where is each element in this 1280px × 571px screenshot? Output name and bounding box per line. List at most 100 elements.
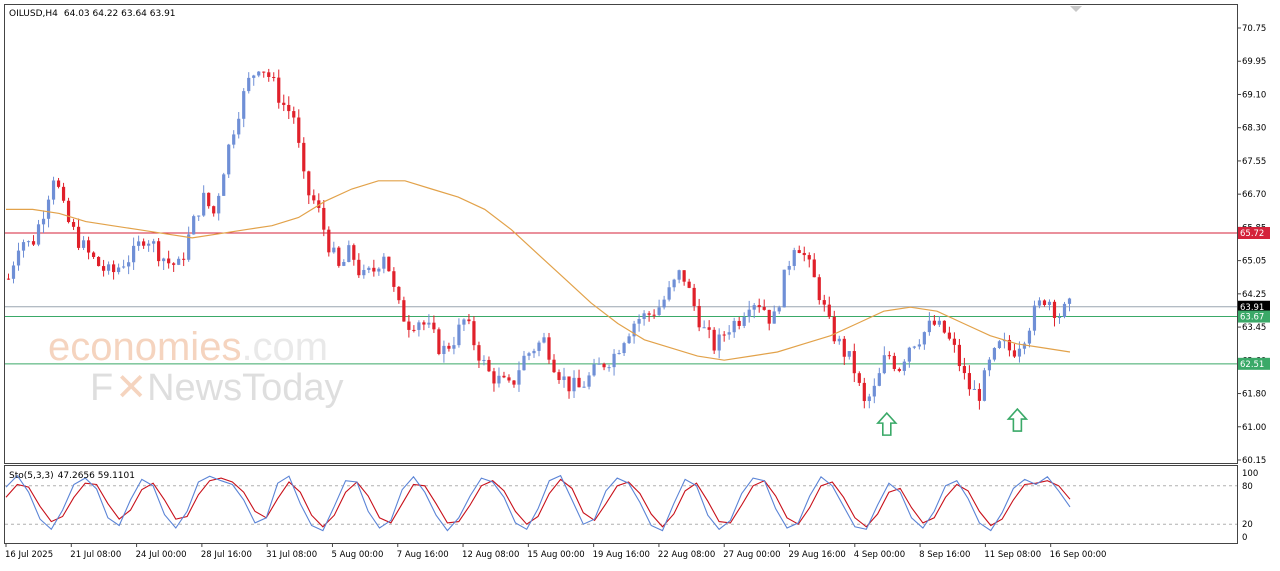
candle-body: [197, 215, 201, 217]
candle-body: [787, 265, 791, 270]
candle-body: [51, 180, 56, 200]
candle-body: [347, 245, 351, 263]
candle-body: [457, 324, 461, 346]
candle-body: [1037, 300, 1042, 306]
candle-body: [132, 245, 136, 263]
candle-body: [887, 355, 891, 357]
candle-body: [317, 200, 321, 208]
candle-body: [212, 206, 216, 214]
candle-body: [972, 388, 977, 390]
candle-body: [227, 144, 231, 175]
candle-body: [367, 267, 371, 270]
candle-body: [762, 307, 766, 310]
candle-body: [177, 258, 181, 265]
price-tick-label: 61.00: [1242, 423, 1266, 433]
candle-body: [612, 353, 616, 368]
candle-body: [712, 329, 716, 351]
candle-body: [602, 363, 606, 368]
candle-body: [827, 304, 831, 317]
candle-body: [717, 334, 721, 351]
candle-body: [357, 259, 361, 276]
candle-body: [782, 269, 786, 308]
candle-body: [152, 241, 156, 244]
time-tick-label: 12 Aug 08:00: [462, 550, 519, 560]
price-level-value: 65.72: [1240, 229, 1264, 239]
candle-body: [467, 319, 471, 322]
candle-body: [862, 382, 866, 402]
candle-body: [397, 286, 401, 301]
price-tick-label: 60.15: [1242, 456, 1266, 466]
candle-body: [642, 313, 646, 320]
candle-body: [86, 240, 91, 253]
stochastic-values: 47.2656 59.1101: [58, 471, 135, 481]
candle-body: [927, 320, 931, 333]
candle-body: [697, 305, 701, 328]
candle-body: [292, 111, 296, 118]
candle-body: [837, 338, 841, 342]
candle-body: [1012, 350, 1017, 357]
price-tick-label: 65.05: [1242, 257, 1266, 267]
candle-body: [922, 332, 926, 345]
candle-body: [857, 373, 861, 383]
candle-body: [962, 366, 966, 374]
candle-body: [607, 367, 611, 369]
candle-body: [66, 200, 71, 223]
scroll-marker-icon[interactable]: [1070, 6, 1082, 12]
candle-body: [312, 195, 316, 201]
candle-body: [16, 250, 21, 266]
time-tick-label: 24 Jul 00:00: [136, 550, 187, 560]
candle-body: [647, 313, 651, 315]
candle-body: [182, 258, 186, 260]
candle-body: [512, 380, 516, 385]
stochastic-main-line: [5, 474, 1071, 532]
candle-body: [482, 359, 486, 361]
price-tick-label: 69.10: [1242, 90, 1266, 100]
symbol-label: OILUSD,H4: [9, 9, 58, 19]
candle-body: [11, 265, 16, 279]
candle-body: [76, 226, 81, 248]
candle-body: [907, 347, 911, 362]
candle-body: [632, 323, 636, 337]
time-tick-label: 16 Jul 2025: [5, 550, 53, 560]
candle-body: [992, 347, 997, 360]
stochastic-tick-label: 20: [1242, 520, 1253, 530]
candle-body: [26, 241, 31, 243]
candle-body: [597, 363, 601, 365]
stochastic-header: Sto(5,3,3) 47.2656 59.1101: [9, 471, 135, 481]
candle-body: [637, 319, 641, 324]
candle-body: [202, 192, 206, 216]
price-level-value: 62.51: [1240, 360, 1264, 370]
price-tick-label: 66.70: [1242, 190, 1266, 200]
candle-body: [477, 345, 481, 361]
candle-body: [532, 350, 536, 354]
candle-body: [767, 309, 771, 324]
candle-body: [1027, 330, 1032, 344]
candle-body: [547, 337, 551, 360]
candle-body: [272, 76, 276, 78]
candle-body: [567, 376, 571, 392]
up-arrow-icon: [876, 411, 898, 436]
candle-body: [302, 142, 306, 172]
candle-body: [1062, 303, 1067, 317]
candle-body: [517, 370, 521, 385]
candle-body: [902, 361, 906, 371]
candle-body: [36, 224, 41, 245]
main-pane-frame: [4, 4, 1238, 464]
annotations: [876, 407, 1029, 436]
candles: [6, 68, 1072, 410]
candle-body: [332, 247, 336, 253]
candle-body: [492, 371, 496, 384]
candle-body: [742, 317, 746, 326]
up-arrow-icon: [1006, 407, 1029, 432]
candle-body: [262, 71, 266, 73]
candle-body: [807, 255, 811, 260]
watermark-brand: economies: [48, 325, 241, 369]
candle-body: [677, 270, 681, 280]
candle-body: [892, 355, 896, 369]
candle-body: [832, 316, 836, 342]
candle-body: [337, 247, 341, 266]
candle-body: [577, 377, 581, 388]
